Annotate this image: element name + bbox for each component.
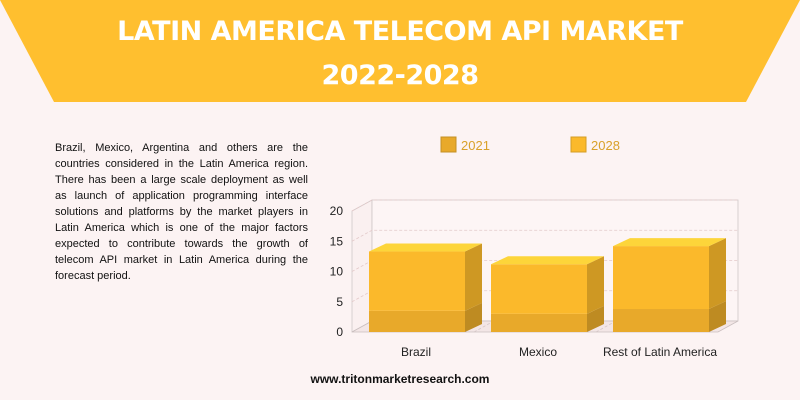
- footer-url: www.tritonmarketresearch.com: [310, 372, 490, 386]
- legend-label: 2028: [591, 138, 620, 153]
- description-text: Brazil, Mexico, Argentina and others are…: [55, 142, 308, 282]
- bar-segment-front: [491, 313, 587, 332]
- page-title: LATIN AMERICA TELECOM API MARKET: [117, 16, 683, 47]
- page-subtitle-years: 2022-2028: [321, 60, 480, 91]
- legend-swatch: [570, 136, 587, 153]
- bar-top-face: [369, 243, 482, 252]
- bar-segment-front: [613, 246, 709, 310]
- y-tick-label: 0: [336, 325, 343, 339]
- y-tick-label: 20: [330, 204, 344, 218]
- y-tick-label: 10: [330, 265, 344, 279]
- y-tick-label: 15: [330, 234, 344, 248]
- legend-swatch: [440, 136, 457, 153]
- x-tick-label: Brazil: [401, 345, 431, 359]
- x-tick-label: Rest of Latin America: [603, 345, 717, 359]
- bar-segment-front: [369, 310, 465, 332]
- x-tick-label: Mexico: [519, 345, 557, 359]
- bar-segment-side: [465, 243, 482, 311]
- category-divider: [595, 320, 617, 333]
- bar-top-face: [613, 238, 726, 247]
- gridline: [351, 199, 738, 212]
- gridline: [351, 229, 738, 242]
- bar-segment-front: [491, 264, 587, 314]
- y-tick-label: 5: [336, 295, 343, 309]
- bar-segment-side: [587, 256, 604, 314]
- bar-segment-side: [709, 301, 726, 332]
- bar-segment-side: [709, 238, 726, 310]
- header-banner: LATIN AMERICA TELECOM API MARKET 2022-20…: [0, 0, 800, 102]
- bar-segment-side: [587, 305, 604, 332]
- bar-segment-front: [613, 309, 709, 332]
- bar-top-face: [491, 256, 604, 265]
- bar-segment-side: [465, 302, 482, 332]
- legend-label: 2021: [461, 138, 490, 153]
- banner-shape: [0, 0, 800, 102]
- bar-segment-front: [369, 251, 465, 311]
- category-divider: [473, 320, 495, 333]
